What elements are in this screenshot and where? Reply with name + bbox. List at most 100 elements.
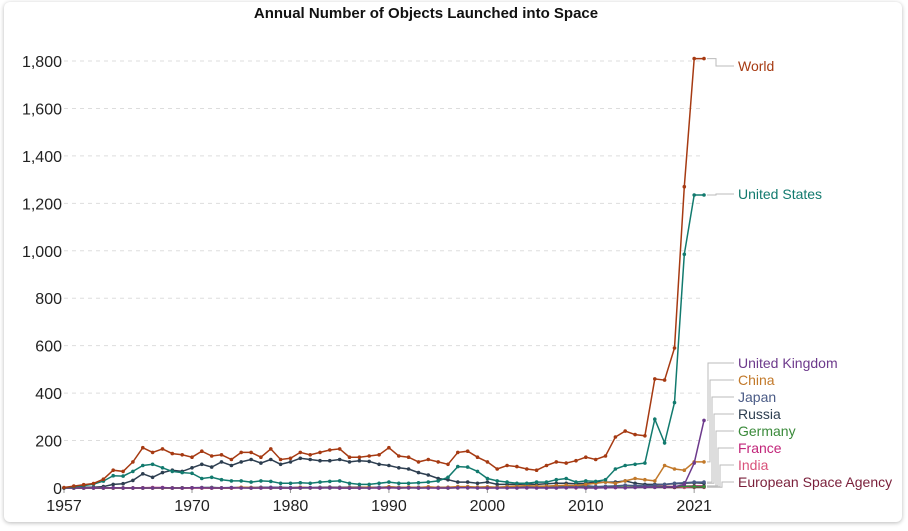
data-point bbox=[623, 483, 627, 488]
data-point bbox=[229, 486, 234, 490]
data-point bbox=[465, 486, 470, 490]
legend-label: Japan bbox=[738, 389, 776, 405]
data-point bbox=[160, 447, 165, 451]
data-point bbox=[288, 486, 293, 490]
data-point bbox=[347, 481, 352, 486]
data-point bbox=[475, 481, 480, 486]
data-point bbox=[633, 476, 637, 481]
data-point bbox=[308, 453, 313, 457]
series-line bbox=[64, 461, 704, 489]
data-point bbox=[101, 477, 106, 482]
data-point bbox=[692, 480, 696, 484]
y-tick-label: 1,200 bbox=[22, 196, 62, 213]
data-point bbox=[121, 474, 125, 478]
data-point bbox=[515, 481, 519, 486]
x-axis: 1957 1970 1980 1990 2000 2010 2021 bbox=[46, 488, 712, 515]
data-point bbox=[377, 481, 381, 486]
data-point bbox=[239, 460, 243, 464]
data-point bbox=[397, 481, 401, 486]
data-point bbox=[643, 434, 647, 438]
data-point bbox=[653, 479, 657, 483]
data-point bbox=[456, 486, 460, 490]
legend-label: France bbox=[738, 440, 782, 456]
data-point bbox=[653, 417, 657, 422]
data-point bbox=[367, 482, 372, 487]
data-point bbox=[170, 486, 175, 490]
data-point bbox=[505, 480, 509, 484]
data-point bbox=[229, 463, 234, 468]
data-point bbox=[337, 479, 342, 483]
data-point bbox=[111, 486, 115, 490]
data-point bbox=[200, 449, 204, 454]
data-point bbox=[229, 457, 234, 462]
data-point bbox=[475, 455, 480, 460]
data-point bbox=[308, 486, 313, 490]
data-point bbox=[593, 457, 598, 462]
series-russia bbox=[62, 456, 706, 490]
data-point bbox=[682, 184, 687, 189]
data-point bbox=[564, 483, 568, 488]
data-point bbox=[662, 441, 667, 445]
y-tick-label: 1,000 bbox=[22, 244, 62, 261]
data-point bbox=[672, 346, 677, 350]
data-point bbox=[81, 482, 86, 487]
data-point bbox=[229, 479, 234, 483]
data-point bbox=[653, 485, 657, 490]
data-point bbox=[613, 467, 618, 471]
data-point bbox=[584, 455, 588, 460]
data-point bbox=[160, 470, 165, 475]
data-point bbox=[298, 450, 303, 455]
data-point bbox=[387, 445, 391, 450]
data-point bbox=[465, 480, 470, 484]
data-point bbox=[397, 486, 401, 490]
data-point bbox=[574, 458, 578, 463]
data-point bbox=[209, 465, 214, 469]
data-point bbox=[564, 486, 568, 490]
data-point bbox=[643, 485, 647, 490]
legend-connector bbox=[707, 413, 734, 484]
data-point bbox=[377, 486, 381, 490]
data-point bbox=[209, 486, 214, 490]
data-point bbox=[278, 481, 283, 486]
data-point bbox=[397, 466, 401, 470]
data-point bbox=[564, 461, 568, 465]
data-point bbox=[436, 479, 441, 483]
data-point bbox=[534, 486, 539, 490]
data-point bbox=[278, 486, 283, 490]
data-point bbox=[288, 460, 293, 464]
data-point bbox=[259, 479, 263, 483]
data-point bbox=[662, 378, 667, 382]
data-point bbox=[416, 486, 421, 490]
data-point bbox=[456, 480, 460, 484]
x-tick-label: 1990 bbox=[371, 498, 407, 515]
data-point bbox=[249, 486, 253, 490]
data-point bbox=[111, 482, 115, 487]
data-point bbox=[416, 481, 421, 485]
data-point bbox=[702, 418, 706, 423]
chart-title: Annual Number of Objects Launched into S… bbox=[254, 5, 598, 22]
data-point bbox=[456, 464, 460, 469]
data-point bbox=[141, 472, 145, 476]
data-point bbox=[298, 456, 303, 461]
legend-connector bbox=[707, 58, 734, 67]
data-point bbox=[367, 459, 372, 464]
data-point bbox=[485, 476, 490, 481]
data-point bbox=[141, 486, 145, 490]
data-point bbox=[446, 475, 450, 480]
data-point bbox=[613, 485, 618, 490]
data-point bbox=[485, 486, 490, 490]
data-point bbox=[387, 480, 391, 484]
data-point bbox=[485, 460, 490, 464]
data-point bbox=[643, 461, 647, 465]
data-point bbox=[91, 486, 96, 490]
data-point bbox=[131, 478, 135, 483]
data-point bbox=[682, 482, 687, 487]
y-tick-label: 1,400 bbox=[22, 149, 62, 166]
data-point bbox=[702, 193, 706, 197]
y-tick-label: 800 bbox=[35, 291, 62, 308]
data-point bbox=[515, 464, 519, 469]
x-tick-label: 1980 bbox=[273, 498, 309, 515]
data-point bbox=[190, 486, 194, 490]
gridlines bbox=[64, 60, 704, 489]
series-lines bbox=[62, 56, 706, 490]
